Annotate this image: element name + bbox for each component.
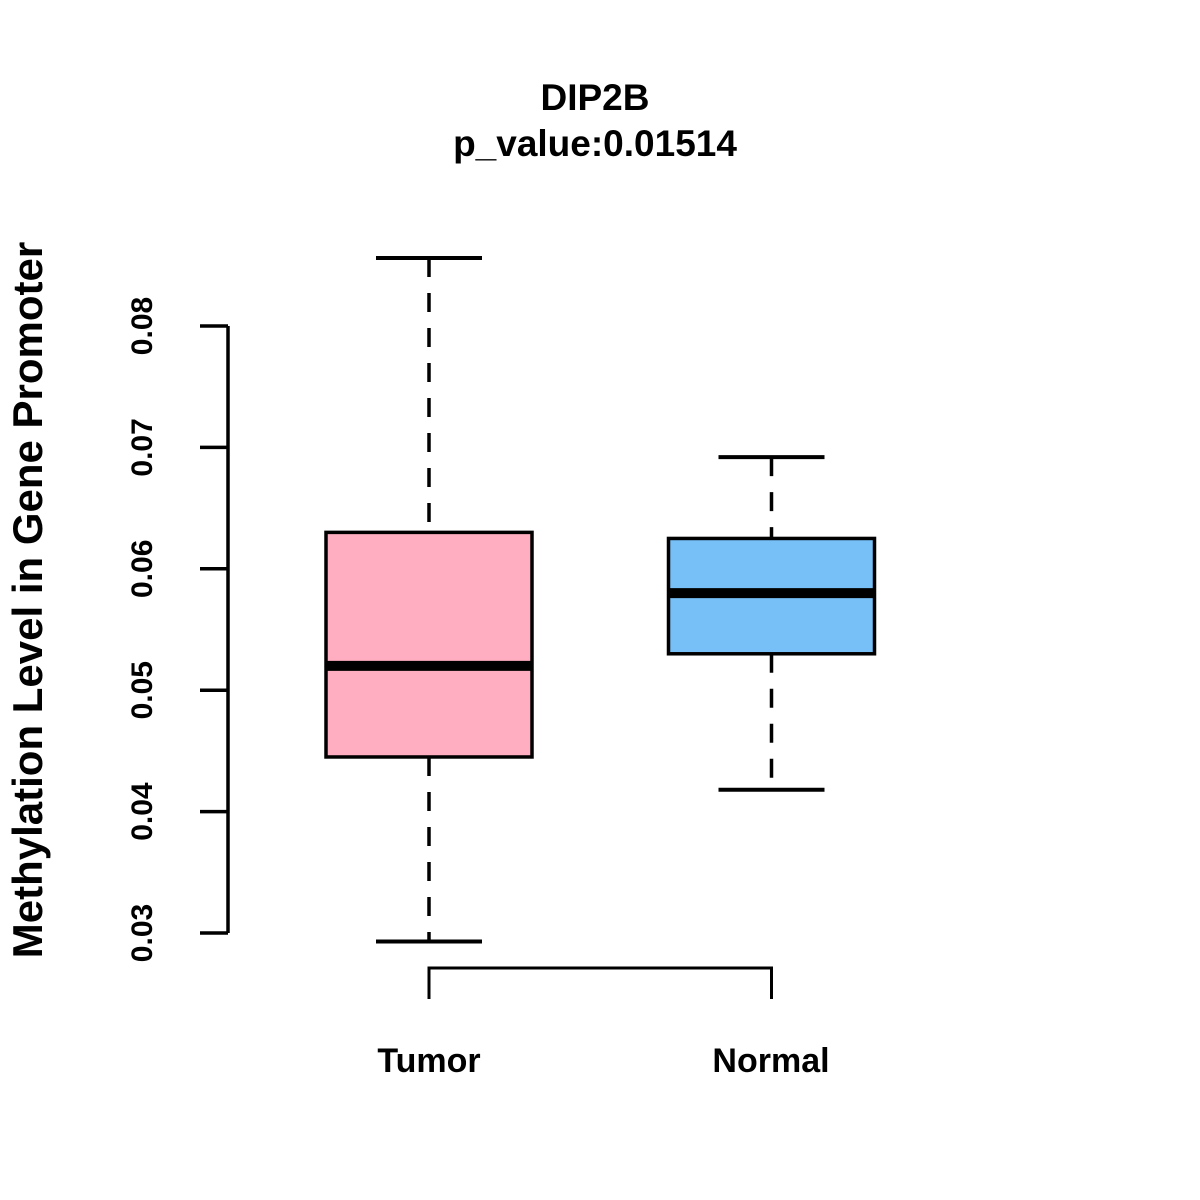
y-tick-label: 0.03 — [126, 904, 159, 962]
y-axis-title: Methylation Level in Gene Promoter — [4, 242, 51, 958]
y-tick-label: 0.04 — [126, 782, 159, 841]
y-tick-label: 0.05 — [126, 661, 159, 719]
box-group-normal — [666, 455, 877, 792]
x-axis-bracket — [427, 966, 773, 999]
box-group-tumor — [324, 256, 534, 944]
x-label-tumor: Tumor — [377, 1042, 480, 1080]
x-label-normal: Normal — [712, 1042, 829, 1080]
y-tick-label: 0.06 — [126, 540, 159, 598]
chart-title: DIP2B — [541, 77, 650, 118]
y-tick-label: 0.07 — [126, 418, 159, 476]
y-axis: 0.03 0.04 0.05 0.06 0.07 0.08 — [126, 297, 230, 962]
x-axis-line — [427, 966, 773, 999]
iqr-box — [324, 530, 534, 759]
chart-subtitle: p_value:0.01514 — [453, 123, 737, 164]
y-tick-label: 0.08 — [126, 297, 159, 355]
plot-area — [324, 256, 877, 944]
